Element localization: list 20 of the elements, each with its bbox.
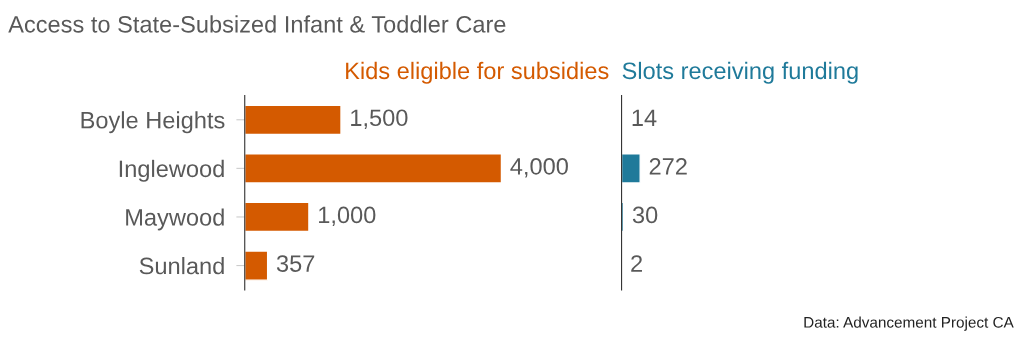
- text: Slots receiving funding: [622, 61, 858, 84]
- data-label: 357: [276, 255, 315, 272]
- bar: [244, 201, 310, 233]
- data-label: 2: [631, 255, 642, 272]
- y-tick-label: Boyle Heights: [81, 111, 225, 134]
- bar: [244, 250, 269, 281]
- y-tick-label: Inglewood: [119, 159, 224, 182]
- chart-subtitle: Kids eligible for subsidies: [346, 61, 609, 84]
- chart-title: Access to State-Subsized Infant & Toddler Care: [8, 15, 506, 33]
- y-tick-label: Sunland: [139, 257, 224, 275]
- data-label: 272: [649, 157, 687, 175]
- data-label: 14: [632, 109, 657, 126]
- data-label: 1,000: [319, 206, 376, 227]
- bar: [244, 104, 342, 136]
- data-label: 1,500: [351, 109, 408, 129]
- data-label: 30: [632, 206, 658, 224]
- data-label: 4,000: [510, 157, 568, 178]
- text: Data: Advancement Project CA: [804, 316, 1014, 331]
- bar: [244, 153, 503, 184]
- y-tick-label: Maywood: [126, 208, 224, 231]
